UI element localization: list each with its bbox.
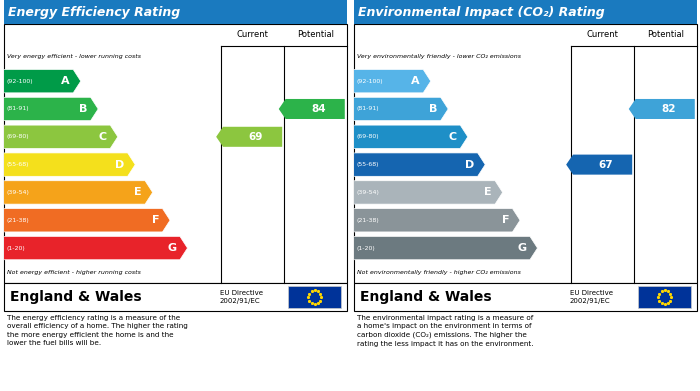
Text: (39-54): (39-54): [7, 190, 30, 195]
FancyBboxPatch shape: [4, 24, 346, 283]
FancyBboxPatch shape: [354, 24, 696, 283]
Text: (92-100): (92-100): [7, 79, 34, 84]
Text: The energy efficiency rating is a measure of the
overall efficiency of a home. T: The energy efficiency rating is a measur…: [7, 315, 188, 346]
Polygon shape: [354, 237, 538, 260]
FancyBboxPatch shape: [4, 0, 346, 24]
FancyBboxPatch shape: [288, 286, 342, 308]
Text: (55-68): (55-68): [7, 162, 29, 167]
Text: (1-20): (1-20): [7, 246, 26, 251]
FancyBboxPatch shape: [354, 0, 696, 24]
Text: 82: 82: [662, 104, 676, 114]
Text: (69-80): (69-80): [7, 134, 29, 139]
Polygon shape: [354, 153, 485, 176]
Text: (21-38): (21-38): [357, 218, 379, 223]
Text: Potential: Potential: [647, 30, 684, 39]
Text: F: F: [152, 215, 159, 225]
Text: 84: 84: [312, 104, 326, 114]
FancyBboxPatch shape: [4, 283, 346, 311]
Text: Very energy efficient - lower running costs: Very energy efficient - lower running co…: [7, 54, 141, 59]
Text: A: A: [411, 76, 420, 86]
Text: Not environmentally friendly - higher CO₂ emissions: Not environmentally friendly - higher CO…: [357, 270, 521, 275]
Text: (81-91): (81-91): [357, 106, 379, 111]
Text: F: F: [502, 215, 509, 225]
Text: England & Wales: England & Wales: [10, 290, 142, 304]
Polygon shape: [354, 208, 520, 232]
Text: D: D: [465, 160, 474, 170]
Text: 69: 69: [248, 132, 263, 142]
Text: E: E: [484, 187, 491, 197]
Polygon shape: [354, 125, 468, 149]
Text: B: B: [79, 104, 88, 114]
FancyBboxPatch shape: [638, 286, 692, 308]
Text: (55-68): (55-68): [357, 162, 379, 167]
Text: (21-38): (21-38): [7, 218, 29, 223]
Text: Very environmentally friendly - lower CO₂ emissions: Very environmentally friendly - lower CO…: [357, 54, 521, 59]
Text: (81-91): (81-91): [7, 106, 29, 111]
Text: C: C: [99, 132, 107, 142]
Polygon shape: [4, 70, 80, 93]
Polygon shape: [4, 208, 170, 232]
Text: E: E: [134, 187, 141, 197]
Polygon shape: [4, 97, 98, 121]
Polygon shape: [354, 181, 503, 204]
Text: EU Directive
2002/91/EC: EU Directive 2002/91/EC: [570, 290, 612, 304]
FancyBboxPatch shape: [354, 283, 696, 311]
Text: Current: Current: [587, 30, 619, 39]
Text: (39-54): (39-54): [357, 190, 380, 195]
Polygon shape: [4, 237, 188, 260]
Polygon shape: [279, 99, 345, 119]
Polygon shape: [629, 99, 695, 119]
Polygon shape: [354, 70, 430, 93]
Text: Current: Current: [237, 30, 269, 39]
Polygon shape: [216, 127, 282, 147]
Text: 67: 67: [598, 160, 613, 170]
Text: Environmental Impact (CO₂) Rating: Environmental Impact (CO₂) Rating: [358, 5, 604, 19]
Polygon shape: [566, 154, 632, 175]
Text: (92-100): (92-100): [357, 79, 384, 84]
Polygon shape: [4, 153, 135, 176]
Text: Potential: Potential: [297, 30, 334, 39]
Text: Not energy efficient - higher running costs: Not energy efficient - higher running co…: [7, 270, 141, 275]
Text: (69-80): (69-80): [357, 134, 379, 139]
Text: G: G: [517, 243, 526, 253]
Text: G: G: [167, 243, 176, 253]
Text: (1-20): (1-20): [357, 246, 376, 251]
Text: The environmental impact rating is a measure of
a home's impact on the environme: The environmental impact rating is a mea…: [357, 315, 533, 347]
Text: A: A: [61, 76, 70, 86]
Text: EU Directive
2002/91/EC: EU Directive 2002/91/EC: [220, 290, 262, 304]
Text: B: B: [429, 104, 438, 114]
Text: England & Wales: England & Wales: [360, 290, 492, 304]
Text: C: C: [449, 132, 457, 142]
Polygon shape: [354, 97, 448, 121]
Text: Energy Efficiency Rating: Energy Efficiency Rating: [8, 5, 180, 19]
Polygon shape: [4, 181, 153, 204]
Text: D: D: [115, 160, 124, 170]
Polygon shape: [4, 125, 118, 149]
